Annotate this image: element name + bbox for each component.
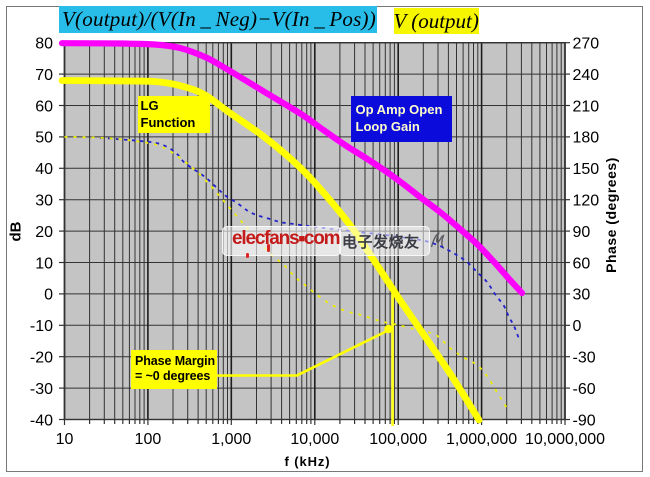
svg-text:150: 150 (573, 161, 600, 178)
svg-text:-60: -60 (573, 381, 596, 398)
svg-text:70: 70 (35, 67, 53, 84)
svg-text:1,000: 1,000 (211, 431, 251, 448)
svg-text:0: 0 (44, 287, 53, 304)
svg-text:10: 10 (35, 255, 53, 272)
svg-text:240: 240 (573, 67, 600, 84)
svg-text:50: 50 (35, 130, 53, 147)
svg-text:0: 0 (573, 318, 582, 335)
svg-text:100,000: 100,000 (369, 431, 427, 448)
svg-text:10: 10 (56, 431, 74, 448)
svg-text:-40: -40 (30, 412, 53, 429)
svg-text:210: 210 (573, 98, 600, 115)
svg-text:30: 30 (573, 287, 591, 304)
svg-text:40: 40 (35, 161, 53, 178)
svg-text:180: 180 (573, 130, 600, 147)
svg-text:-10: -10 (30, 318, 53, 335)
svg-text:90: 90 (573, 224, 591, 241)
svg-text:-30: -30 (573, 350, 596, 367)
svg-text:-90: -90 (573, 412, 596, 429)
svg-text:-20: -20 (30, 350, 53, 367)
svg-text:60: 60 (35, 98, 53, 115)
svg-text:30: 30 (35, 193, 53, 210)
svg-text:20: 20 (35, 224, 53, 241)
svg-text:100: 100 (135, 431, 162, 448)
svg-text:10,000: 10,000 (290, 431, 339, 448)
svg-text:120: 120 (573, 193, 600, 210)
svg-text:10,000,000: 10,000,000 (525, 431, 605, 448)
svg-text:270: 270 (573, 36, 600, 53)
svg-text:1,000,000: 1,000,000 (446, 431, 517, 448)
svg-text:60: 60 (573, 255, 591, 272)
svg-text:-30: -30 (30, 381, 53, 398)
svg-text:80: 80 (35, 36, 53, 53)
